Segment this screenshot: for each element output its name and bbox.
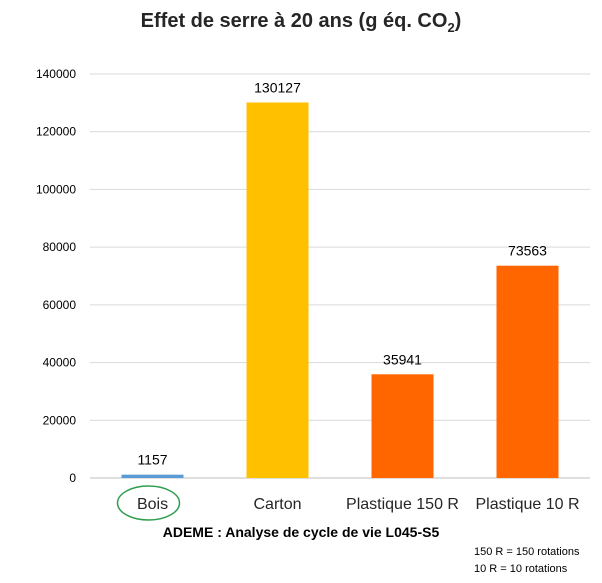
y-tick-label: 60000 xyxy=(43,298,77,312)
data-label: 73563 xyxy=(508,243,547,259)
y-tick-label: 100000 xyxy=(36,182,76,196)
y-tick-label: 20000 xyxy=(43,413,77,427)
data-label: 35941 xyxy=(383,351,422,367)
data-label: 130127 xyxy=(254,79,301,95)
source-caption: ADEME : Analyse de cycle de vie L045-S5 xyxy=(162,524,440,540)
bar xyxy=(371,374,434,478)
x-tick-label: Plastique 10 R xyxy=(475,496,579,513)
data-label: 1157 xyxy=(137,452,167,468)
legend-note-10r: 10 R = 10 rotations xyxy=(474,563,568,575)
x-tick-label: Bois xyxy=(137,496,168,513)
y-tick-label: 0 xyxy=(69,471,76,485)
bar xyxy=(246,102,309,478)
x-tick-label: Plastique 150 R xyxy=(346,496,459,513)
legend-note-150r: 150 R = 150 rotations xyxy=(474,546,580,558)
y-tick-label: 80000 xyxy=(43,240,77,254)
y-tick-label: 120000 xyxy=(36,125,76,139)
bar xyxy=(496,265,559,478)
chart-title: Effet de serre à 20 ans (g éq. CO2) xyxy=(140,10,462,35)
y-tick-label: 140000 xyxy=(36,67,76,81)
bar xyxy=(121,474,184,478)
x-tick-label: Carton xyxy=(253,496,301,513)
highlight-ellipse xyxy=(116,485,181,521)
y-tick-label: 40000 xyxy=(43,356,77,370)
